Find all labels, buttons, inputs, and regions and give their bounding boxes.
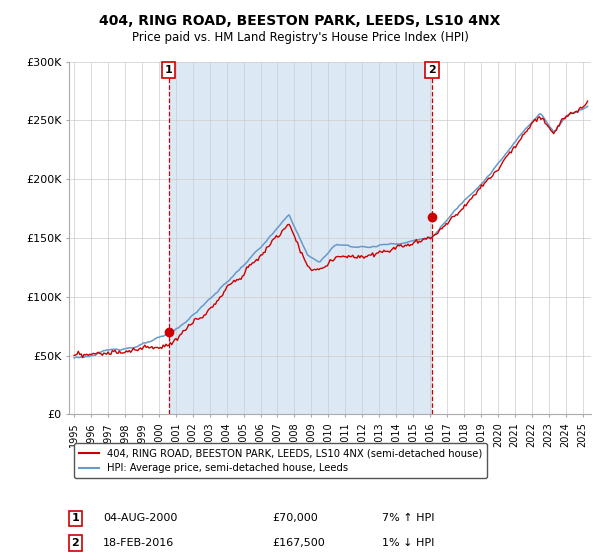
Text: 18-FEB-2016: 18-FEB-2016 — [103, 538, 174, 548]
Legend: 404, RING ROAD, BEESTON PARK, LEEDS, LS10 4NX (semi-detached house), HPI: Averag: 404, RING ROAD, BEESTON PARK, LEEDS, LS1… — [74, 443, 487, 478]
Text: 2: 2 — [428, 65, 436, 75]
Text: 404, RING ROAD, BEESTON PARK, LEEDS, LS10 4NX: 404, RING ROAD, BEESTON PARK, LEEDS, LS1… — [100, 14, 500, 28]
Text: 7% ↑ HPI: 7% ↑ HPI — [382, 514, 434, 524]
Text: 2: 2 — [71, 538, 79, 548]
Bar — [169, 62, 432, 414]
Text: £70,000: £70,000 — [272, 514, 319, 524]
Text: 1% ↓ HPI: 1% ↓ HPI — [382, 538, 434, 548]
Text: Price paid vs. HM Land Registry's House Price Index (HPI): Price paid vs. HM Land Registry's House … — [131, 31, 469, 44]
Text: 04-AUG-2000: 04-AUG-2000 — [103, 514, 178, 524]
Text: 1: 1 — [165, 65, 173, 75]
Text: 1: 1 — [71, 514, 79, 524]
Text: £167,500: £167,500 — [272, 538, 325, 548]
